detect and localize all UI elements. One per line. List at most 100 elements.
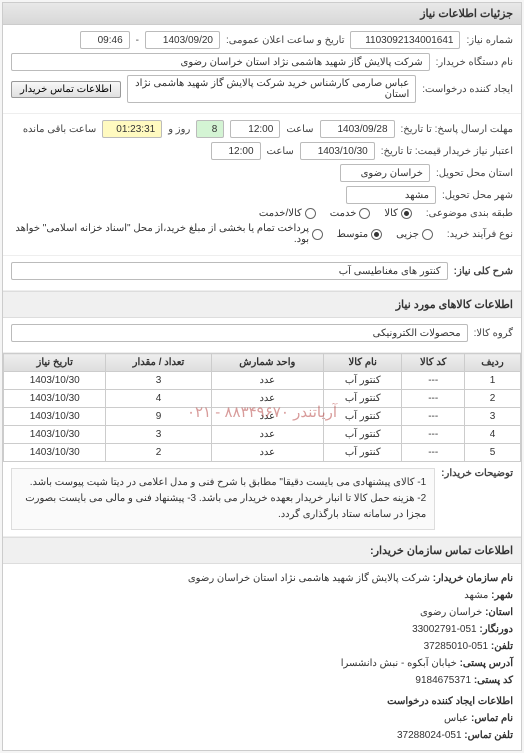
creator-title: اطلاعات ایجاد کننده درخواست xyxy=(11,693,513,710)
table-row: 2---کنتور آبعدد41403/10/30 xyxy=(4,390,521,408)
desc-label: شرح کلی نیاز: xyxy=(454,266,513,277)
tel-val: 051-37285010 xyxy=(424,641,489,652)
table-cell: کنتور آب xyxy=(324,426,402,444)
send-deadline-label: مهلت ارسال پاسخ: تا تاریخ: xyxy=(401,124,513,135)
contact-title: اطلاعات تماس سازمان خریدار: xyxy=(3,537,521,564)
col-header: نام کالا xyxy=(324,354,402,372)
radio-small[interactable]: جزیی xyxy=(396,229,433,240)
pack-label: طبقه بندی موضوعی: xyxy=(426,208,513,219)
table-cell: --- xyxy=(402,390,465,408)
table-cell: عدد xyxy=(211,408,323,426)
fax-label: دورنگار: xyxy=(479,624,513,635)
c-city-val: مشهد xyxy=(464,590,488,601)
group-label: گروه کالا: xyxy=(474,328,513,339)
c-city-label: شهر: xyxy=(491,590,513,601)
send-time: 12:00 xyxy=(230,120,280,138)
valid-label: اعتبار نیاز خریدار قیمت: تا تاریخ: xyxy=(381,146,513,157)
city-label: شهر محل تحویل: xyxy=(442,190,513,201)
table-cell: 1 xyxy=(464,372,520,390)
tel2-label: تلفن تماس: xyxy=(464,730,513,741)
table-row: 4---کنتور آبعدد31403/10/30 xyxy=(4,426,521,444)
col-header: ردیف xyxy=(464,354,520,372)
contact-block: نام سازمان خریدار: شرکت پالایش گاز شهید … xyxy=(3,564,521,750)
proc-label: نوع فرآیند خرید: xyxy=(447,229,513,240)
group-section: گروه کالا: محصولات الکترونیکی xyxy=(3,318,521,353)
notes-text: 1- کالای پیشنهادی می بایست دقیقا" مطابق … xyxy=(11,468,435,530)
announce-time: 09:46 xyxy=(80,31,130,49)
radio-both[interactable]: کالا/خدمت xyxy=(259,208,316,219)
radio-kala[interactable]: کالا xyxy=(384,208,412,219)
table-cell: عدد xyxy=(211,444,323,462)
table-row: 3---کنتور آبعدد91403/10/30 xyxy=(4,408,521,426)
table-cell: 1403/10/30 xyxy=(4,390,106,408)
org-val: شرکت پالایش گاز شهید هاشمی نژاد استان خر… xyxy=(188,573,430,584)
prov-field: خراسان رضوی xyxy=(340,164,430,182)
table-cell: --- xyxy=(402,444,465,462)
table-cell: 2 xyxy=(106,444,211,462)
deadline-section: مهلت ارسال پاسخ: تا تاریخ: 1403/09/28 سا… xyxy=(3,114,521,256)
tel2-val: 051-37288024 xyxy=(397,730,462,741)
buyer-contact-button[interactable]: اطلاعات تماس خریدار xyxy=(11,81,121,98)
fax-val: 051-33002791 xyxy=(412,624,477,635)
name-label: نام تماس: xyxy=(471,713,513,724)
announce-dt-label: تاریخ و ساعت اعلان عمومی: xyxy=(226,35,345,46)
group-field: محصولات الکترونیکی xyxy=(11,324,468,342)
valid-date: 1403/10/30 xyxy=(300,142,375,160)
panel-title: جزئیات اطلاعات نیاز xyxy=(3,3,521,25)
notes-section: توضیحات خریدار: 1- کالای پیشنهادی می بای… xyxy=(3,462,521,537)
items-title: اطلاعات کالاهای مورد نیاز xyxy=(3,291,521,318)
table-cell: 2 xyxy=(464,390,520,408)
city-field: مشهد xyxy=(346,186,436,204)
table-cell: 3 xyxy=(106,426,211,444)
name-val: عباس xyxy=(444,713,468,724)
announce-date: 1403/09/20 xyxy=(145,31,220,49)
addr-label: آدرس پستی: xyxy=(460,658,513,669)
buyer-field: شرکت پالایش گاز شهید هاشمی نژاد استان خر… xyxy=(11,53,430,71)
table-row: 5---کنتور آبعدد21403/10/30 xyxy=(4,444,521,462)
table-cell: 4 xyxy=(106,390,211,408)
table-cell: کنتور آب xyxy=(324,372,402,390)
prov-label: استان محل تحویل: xyxy=(436,168,513,179)
radio-treasury[interactable]: پرداخت تمام یا بخشی از مبلغ خرید،از محل … xyxy=(11,223,323,245)
days-remaining: 8 xyxy=(196,120,224,138)
col-header: واحد شمارش xyxy=(211,354,323,372)
req-no-label: شماره نیاز: xyxy=(466,35,513,46)
org-label: نام سازمان خریدار: xyxy=(433,573,513,584)
table-cell: عدد xyxy=(211,372,323,390)
post-val: 9184675371 xyxy=(415,675,471,686)
table-cell: عدد xyxy=(211,426,323,444)
col-header: تعداد / مقدار xyxy=(106,354,211,372)
desc-section: شرح کلی نیاز: کنتور های مغناطیسی آب xyxy=(3,256,521,291)
table-cell: 3 xyxy=(106,372,211,390)
need-details-panel: جزئیات اطلاعات نیاز شماره نیاز: 11030921… xyxy=(2,2,522,751)
table-cell: 1403/10/30 xyxy=(4,372,106,390)
table-cell: کنتور آب xyxy=(324,390,402,408)
table-row: 1---کنتور آبعدد31403/10/30 xyxy=(4,372,521,390)
requester-field: عباس صارمی کارشناس خرید شرکت پالایش گاز … xyxy=(127,75,416,103)
table-cell: کنتور آب xyxy=(324,408,402,426)
req-no-field: 1103092134001641 xyxy=(350,31,460,49)
table-cell: کنتور آب xyxy=(324,444,402,462)
table-cell: --- xyxy=(402,372,465,390)
items-table: ردیفکد کالانام کالاواحد شمارشتعداد / مقد… xyxy=(3,353,521,462)
requester-label: ایجاد کننده درخواست: xyxy=(422,84,513,95)
valid-time: 12:00 xyxy=(211,142,261,160)
table-cell: --- xyxy=(402,426,465,444)
col-header: کد کالا xyxy=(402,354,465,372)
table-cell: 5 xyxy=(464,444,520,462)
table-cell: 4 xyxy=(464,426,520,444)
notes-label: توضیحات خریدار: xyxy=(441,468,513,530)
table-cell: 1403/10/30 xyxy=(4,426,106,444)
table-cell: 1403/10/30 xyxy=(4,408,106,426)
table-cell: --- xyxy=(402,408,465,426)
radio-khedmat[interactable]: خدمت xyxy=(330,208,371,219)
header-section: شماره نیاز: 1103092134001641 تاریخ و ساع… xyxy=(3,25,521,114)
addr-val: خیابان آبکوه - نبش دانشسرا xyxy=(341,658,457,669)
table-cell: 3 xyxy=(464,408,520,426)
table-cell: عدد xyxy=(211,390,323,408)
send-date: 1403/09/28 xyxy=(320,120,395,138)
table-cell: 9 xyxy=(106,408,211,426)
desc-field: کنتور های مغناطیسی آب xyxy=(11,262,448,280)
radio-medium[interactable]: متوسط xyxy=(337,229,382,240)
col-header: تاریخ نیاز xyxy=(4,354,106,372)
